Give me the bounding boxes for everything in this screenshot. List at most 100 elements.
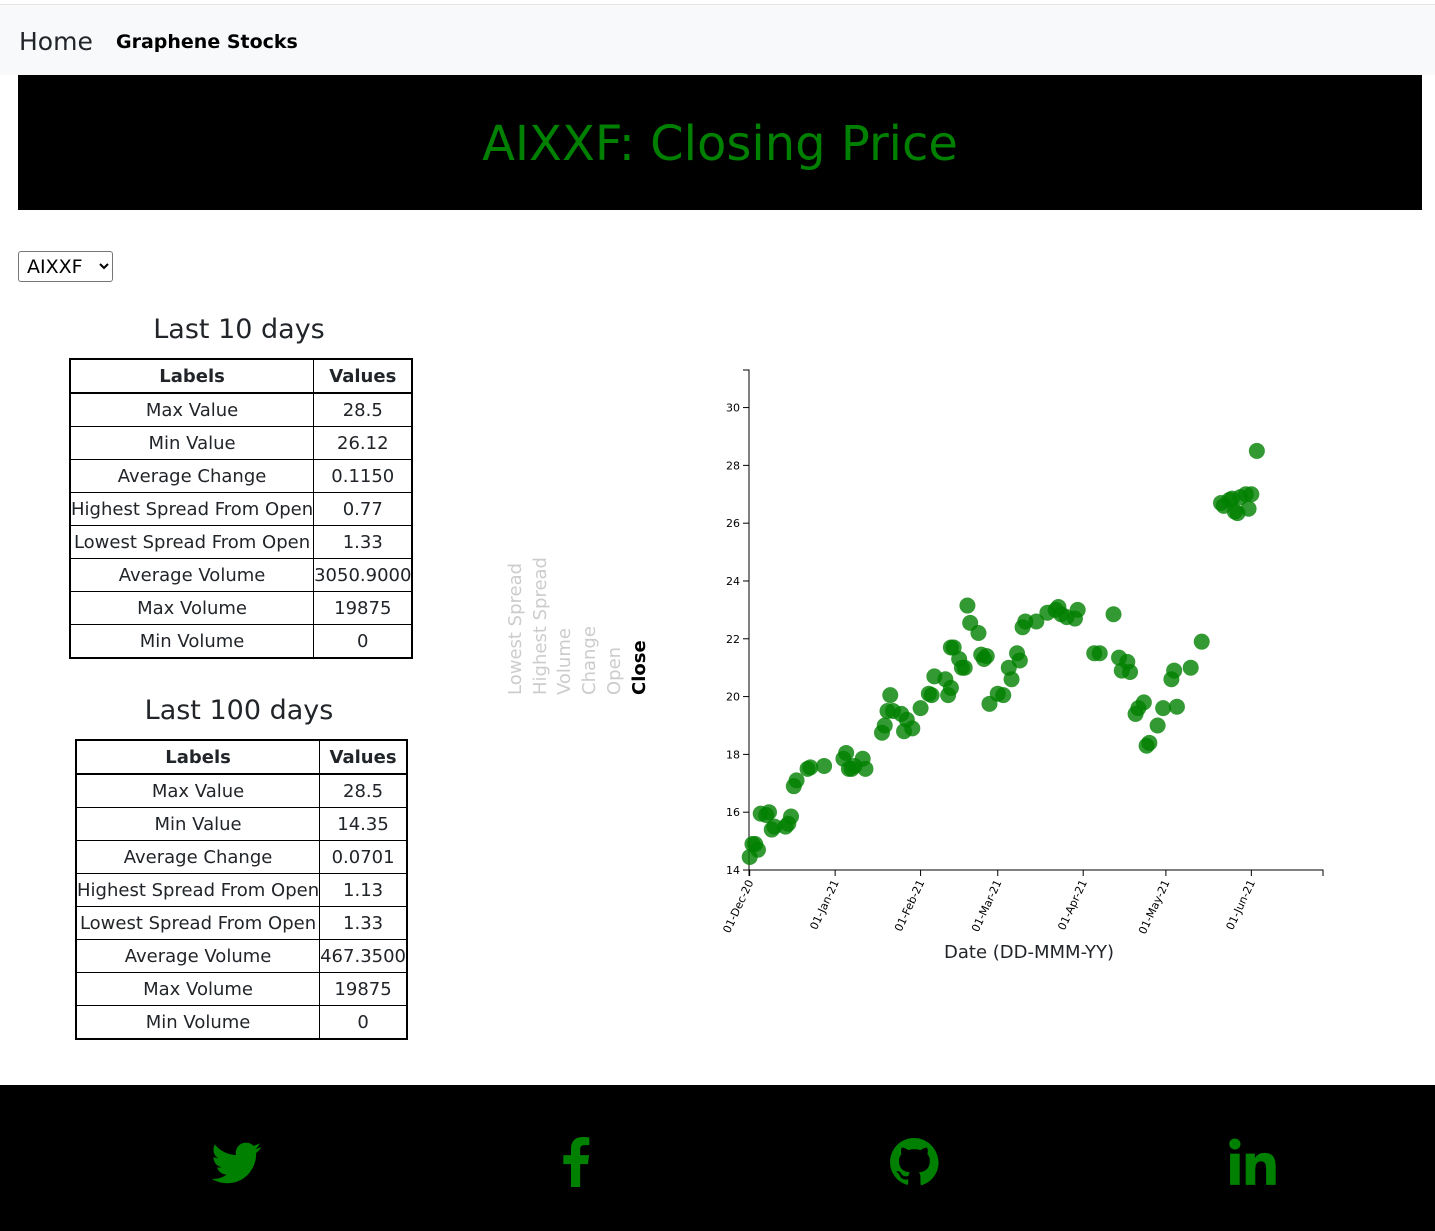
table-row: Average Change 0.1150 <box>69 459 413 493</box>
row-value: 1.13 <box>319 873 408 907</box>
row-value: 28.5 <box>313 392 413 427</box>
x-axis-line <box>748 869 1324 876</box>
legend-change[interactable]: Change <box>579 626 600 695</box>
data-point[interactable] <box>1122 664 1139 681</box>
data-point[interactable] <box>970 625 987 642</box>
row-label: Max Value <box>69 392 315 427</box>
legend-close[interactable]: Close <box>629 640 650 695</box>
footer <box>0 1085 1435 1231</box>
row-value: 0.77 <box>313 492 413 526</box>
data-point[interactable] <box>1193 633 1210 650</box>
twitter-link[interactable] <box>211 1137 262 1187</box>
row-value: 19875 <box>319 972 408 1006</box>
last-100-days-table: Labels Values Max Value 28.5 Min Value 14.… <box>75 739 408 1040</box>
x-tick-label: 01-Jun-21 <box>1224 878 1258 932</box>
row-label: Highest Spread From Open <box>69 492 315 526</box>
data-point[interactable] <box>882 687 899 704</box>
data-point[interactable] <box>816 757 833 774</box>
data-point[interactable] <box>1155 700 1172 717</box>
legend-open[interactable]: Open <box>604 646 625 695</box>
data-point[interactable] <box>912 700 929 717</box>
data-point[interactable] <box>959 597 976 614</box>
data-point[interactable] <box>788 772 805 789</box>
page-banner: AIXXF: Closing Price <box>18 75 1422 210</box>
table-row: Min Value 26.12 <box>69 426 413 460</box>
data-point[interactable] <box>876 717 893 734</box>
data-point[interactable] <box>1243 486 1260 503</box>
data-point[interactable] <box>1069 601 1086 618</box>
row-value: 14.35 <box>319 807 408 841</box>
data-point[interactable] <box>1135 694 1152 711</box>
table-row: Max Value 28.5 <box>69 392 413 427</box>
table-row: Highest Spread From Open 1.13 <box>75 873 408 907</box>
table-row: Min Volume 0 <box>69 624 413 659</box>
data-point[interactable] <box>749 841 766 858</box>
data-point[interactable] <box>995 687 1012 704</box>
row-value: 0 <box>319 1005 408 1040</box>
data-point[interactable] <box>1011 652 1028 669</box>
data-point[interactable] <box>1091 645 1108 662</box>
row-label: Max Value <box>75 773 321 808</box>
x-tick-label: 01-Mar-21 <box>969 878 1004 934</box>
row-label: Highest Spread From Open <box>75 873 321 907</box>
data-point[interactable] <box>1149 717 1166 734</box>
data-point[interactable] <box>1105 606 1122 623</box>
table-row: Max Volume 19875 <box>75 972 408 1006</box>
table-row: Lowest Spread From Open 1.33 <box>69 525 413 559</box>
linkedin-link[interactable] <box>1228 1137 1278 1187</box>
table-row: Max Volume 19875 <box>69 591 413 625</box>
row-value: 0 <box>313 624 413 659</box>
data-point[interactable] <box>783 808 800 825</box>
data-point[interactable] <box>1182 659 1199 676</box>
data-point[interactable] <box>1141 734 1158 751</box>
table-row: Highest Spread From Open 0.77 <box>69 492 413 526</box>
data-point[interactable] <box>802 759 819 776</box>
ticker-select[interactable]: AIXXF <box>18 251 113 282</box>
data-point[interactable] <box>1240 500 1257 517</box>
data-point[interactable] <box>904 720 921 737</box>
last-10-days-table: Labels Values Max Value 28.5 Min Value 26.… <box>69 358 414 659</box>
labels-header: Labels <box>69 358 315 394</box>
table-row: Average Volume 3050.9000 <box>69 558 413 592</box>
row-label: Min Volume <box>75 1005 321 1040</box>
data-point[interactable] <box>978 648 995 665</box>
table-row: Lowest Spread From Open 1.33 <box>75 906 408 940</box>
data-point[interactable] <box>766 818 783 835</box>
table-row: Min Volume 0 <box>75 1005 408 1040</box>
facebook-icon <box>563 1137 590 1187</box>
data-point[interactable] <box>857 760 874 777</box>
data-point[interactable] <box>1166 662 1183 679</box>
row-label: Average Change <box>69 459 315 493</box>
github-link[interactable] <box>889 1137 939 1187</box>
data-point[interactable] <box>942 679 959 696</box>
row-label: Max Volume <box>75 972 321 1006</box>
data-point[interactable] <box>838 744 855 761</box>
row-label: Average Volume <box>75 939 321 973</box>
navbar: Home Graphene Stocks <box>0 5 1435 75</box>
nav-home-link[interactable]: Home <box>19 27 93 56</box>
data-point[interactable] <box>1168 698 1185 715</box>
github-icon <box>890 1138 939 1186</box>
facebook-link[interactable] <box>551 1137 601 1187</box>
data-point[interactable] <box>956 659 973 676</box>
values-header: Values <box>313 358 413 394</box>
y-tick-label: 30 <box>726 402 740 415</box>
row-label: Average Change <box>75 840 321 874</box>
table-row: Average Volume 467.3500 <box>75 939 408 973</box>
data-point[interactable] <box>760 804 777 821</box>
data-point[interactable] <box>1028 613 1045 630</box>
legend-lowest-spread[interactable]: Lowest Spread <box>505 562 526 695</box>
data-point[interactable] <box>1248 442 1265 459</box>
data-point[interactable] <box>923 687 940 704</box>
x-tick-label: 01-Jan-21 <box>807 878 841 932</box>
legend-highest-spread[interactable]: Highest Spread <box>530 557 551 695</box>
twitter-icon <box>211 1142 262 1184</box>
y-tick-label: 28 <box>726 459 740 472</box>
legend-volume[interactable]: Volume <box>554 628 575 695</box>
y-tick-label: 22 <box>726 633 740 646</box>
data-point[interactable] <box>1017 613 1034 630</box>
nav-brand-link[interactable]: Graphene Stocks <box>116 31 298 53</box>
row-label: Min Volume <box>69 624 315 659</box>
row-label: Lowest Spread From Open <box>75 906 321 940</box>
data-point[interactable] <box>1003 671 1020 688</box>
